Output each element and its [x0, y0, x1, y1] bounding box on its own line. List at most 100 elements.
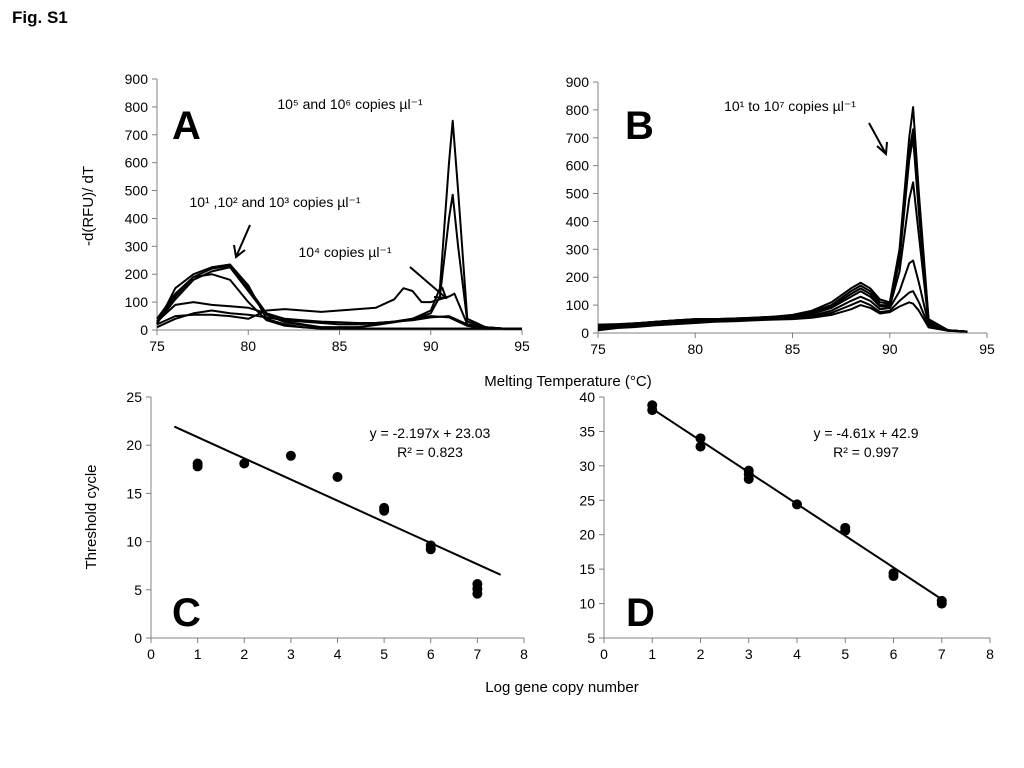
panel-c-x-tick-label: 7 — [473, 646, 481, 662]
panel-a-curve-5 — [156, 301, 522, 330]
panel-a-annotation-low: 10¹ ,10² and 10³ copies µl⁻¹ — [189, 194, 360, 210]
panel-d-x-tick-label: 1 — [648, 646, 656, 662]
panel-c-y-tick-label: 10 — [126, 534, 142, 550]
panel-d-equation: y = -4.61x + 42.9 — [813, 425, 918, 441]
panel-d-r2: R² = 0.997 — [833, 444, 899, 460]
panel-d-x-tick-label: 4 — [793, 646, 801, 662]
panel-a-curve-2 — [156, 193, 522, 330]
melting-temperature-label: Melting Temperature (°C) — [484, 373, 651, 390]
panel-c-x-tick-label: 2 — [240, 646, 248, 662]
log-gene-copy-label: Log gene copy number — [485, 679, 638, 696]
panel-d-data-point — [792, 499, 802, 510]
panel-c-data-point — [472, 588, 483, 599]
panel-a-y-tick-label: 600 — [125, 155, 149, 171]
panel-a-y-tick-label: 0 — [140, 322, 148, 338]
panel-a-curve-7 — [156, 287, 522, 330]
panel-d-data-point — [936, 598, 947, 609]
panel-d-data-point — [647, 405, 658, 416]
panel-a-x-tick-label: 80 — [240, 338, 256, 354]
panel-a-x-tick-label: 90 — [423, 338, 439, 354]
panel-a-x-tick-label: 85 — [332, 338, 348, 354]
panel-a-y-tick-label: 400 — [125, 210, 149, 226]
panel-c-data-point — [332, 472, 343, 483]
panel-a-x-tick-label: 75 — [149, 338, 165, 354]
panel-c-data-point — [239, 458, 250, 469]
panel-a-curve-6 — [156, 309, 522, 330]
panel-c-x-tick-label: 8 — [520, 646, 528, 662]
panel-d-y-tick-label: 25 — [579, 492, 595, 508]
panel-c-equation: y = -2.197x + 23.03 — [370, 425, 491, 441]
panel-a-y-tick-label: 700 — [125, 127, 149, 143]
panel-b-y-tick-label: 800 — [566, 102, 590, 118]
panel-b-y-tick-label: 100 — [566, 297, 590, 313]
panel-d-x-tick-label: 2 — [697, 646, 705, 662]
panel-a-x-tick-label: 95 — [514, 338, 530, 354]
panel-b-curve-4 — [597, 181, 968, 333]
panel-d-x-tick-label: 3 — [745, 646, 753, 662]
panel-b-y-tick-label: 700 — [566, 130, 590, 146]
panel-d-data-point — [695, 441, 706, 452]
panel-c-y-tick-label: 20 — [126, 437, 142, 453]
panel-d-x-tick-label: 7 — [938, 646, 946, 662]
panel-b: 0 100 200 300 400 500 600 700 800 900 75 80 85 90 95 — [566, 74, 995, 357]
panel-d-y-tick-label: 20 — [579, 527, 595, 543]
panel-a-curve-1 — [156, 119, 522, 330]
panel-b-arrow — [868, 122, 888, 157]
panel-c-y-tick-label: 0 — [134, 630, 142, 646]
panel-c-ylabel: Threshold cycle — [83, 464, 100, 569]
panel-c-y-tick-label: 15 — [126, 485, 142, 501]
panel-a-y-tick-label: 800 — [125, 99, 149, 115]
panel-b-curve-5 — [597, 259, 968, 333]
panel-d-x-tick-label: 0 — [600, 646, 608, 662]
panel-c-y-tick-label: 5 — [134, 582, 142, 598]
panel-b-x-tick-label: 85 — [785, 341, 801, 357]
panel-b-x-tick-label: 80 — [687, 341, 703, 357]
panel-b-annotation: 10¹ to 10⁷ copies µl⁻¹ — [724, 98, 856, 114]
panel-a-arrow-low — [233, 224, 251, 259]
panel-a-curve-4 — [156, 273, 522, 330]
panel-b-y-tick-label: 200 — [566, 269, 590, 285]
panel-c-x-tick-label: 3 — [287, 646, 295, 662]
panel-d: 5 10 15 20 25 30 35 40 0 1 2 3 4 5 6 7 8 — [579, 389, 994, 662]
panel-c-x-tick-label: 0 — [147, 646, 155, 662]
panel-a-annotation-high: 10⁵ and 10⁶ copies µl⁻¹ — [277, 96, 423, 112]
panel-a-letter: A — [172, 104, 201, 148]
panel-c-letter: C — [172, 591, 201, 635]
panel-d-data-point — [840, 525, 851, 536]
panel-d-x-tick-label: 6 — [890, 646, 898, 662]
panel-c: 0 5 10 15 20 25 0 1 2 3 4 5 6 7 8 — [126, 389, 528, 662]
panel-a-y-tick-label: 900 — [125, 71, 149, 87]
panel-d-y-tick-label: 15 — [579, 561, 595, 577]
panel-c-x-tick-label: 4 — [334, 646, 342, 662]
panel-a-ylabel: -d(RFU)/ dT — [80, 166, 97, 246]
panel-c-data-point — [379, 505, 390, 516]
panel-b-y-tick-label: 900 — [566, 74, 590, 90]
panel-d-x-tick-label: 5 — [841, 646, 849, 662]
figure-title: Fig. S1 — [12, 8, 68, 27]
panel-d-y-tick-label: 30 — [579, 458, 595, 474]
panel-c-trendline — [173, 425, 502, 576]
panel-b-x-tick-label: 95 — [979, 341, 995, 357]
panel-d-y-tick-label: 40 — [579, 389, 595, 405]
panel-c-data-point — [192, 461, 203, 472]
panel-b-curve-7 — [597, 301, 968, 333]
panel-d-y-tick-label: 5 — [587, 630, 595, 646]
panel-c-y-tick-label: 25 — [126, 389, 142, 405]
panel-c-data-point — [285, 450, 296, 461]
panel-d-data-point — [888, 571, 899, 582]
panel-a-y-tick-label: 200 — [125, 266, 149, 282]
panel-c-data-point — [425, 544, 436, 555]
panel-a-annotation-mid: 10⁴ copies µl⁻¹ — [298, 244, 391, 260]
panel-c-r2: R² = 0.823 — [397, 444, 463, 460]
panel-c-x-tick-label: 6 — [427, 646, 435, 662]
panel-b-letter: B — [625, 104, 654, 148]
panel-b-x-tick-label: 75 — [590, 341, 606, 357]
panel-a-y-tick-label: 500 — [125, 183, 149, 199]
panel-c-x-tick-label: 1 — [194, 646, 202, 662]
panel-d-y-tick-label: 35 — [579, 423, 595, 439]
panel-a-y-tick-label: 100 — [125, 294, 149, 310]
panel-d-data-point — [695, 433, 706, 444]
panel-d-letter: D — [626, 591, 655, 635]
panel-a-y-tick-label: 300 — [125, 238, 149, 254]
panel-b-x-tick-label: 90 — [882, 341, 898, 357]
